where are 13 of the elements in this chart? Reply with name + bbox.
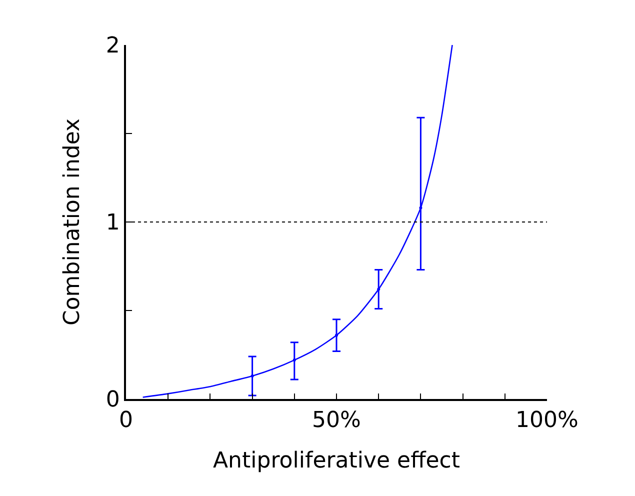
point	[419, 206, 422, 210]
x-tick-label: 50%	[312, 408, 361, 434]
y-tick-label: 0	[106, 388, 120, 413]
y-axis-title: Combination index	[60, 118, 86, 326]
y-tick-label: 2	[106, 34, 120, 59]
x-axis-title: Antiproliferative effect	[213, 448, 460, 474]
point	[292, 358, 296, 362]
point	[377, 288, 380, 291]
y-tick-label: 1	[106, 210, 120, 236]
line-series	[142, 45, 453, 398]
point	[250, 374, 254, 378]
x-tick-label: 100%	[516, 408, 578, 434]
point	[335, 334, 338, 337]
